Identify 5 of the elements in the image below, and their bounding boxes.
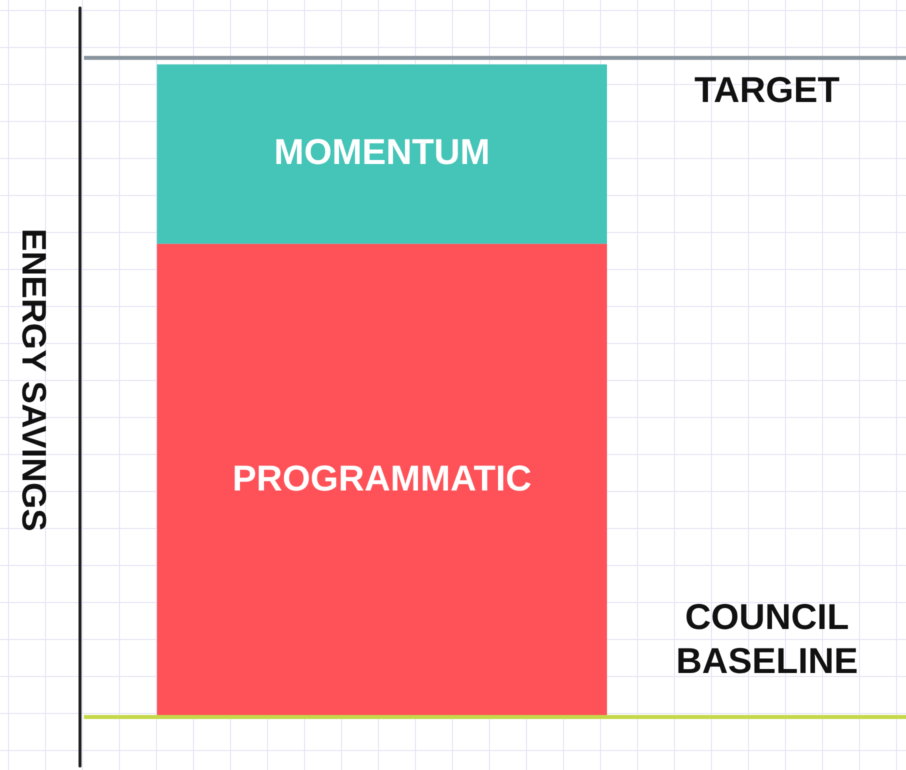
ref-line-label: COUNCIL BASELINE (676, 596, 858, 681)
ref-line-label: TARGET (694, 68, 840, 110)
series-label: MOMENTUM (274, 131, 490, 172)
series-label: PROGRAMMATIC (232, 457, 532, 498)
y-axis-title: ENERGY SAVINGS (14, 228, 53, 532)
